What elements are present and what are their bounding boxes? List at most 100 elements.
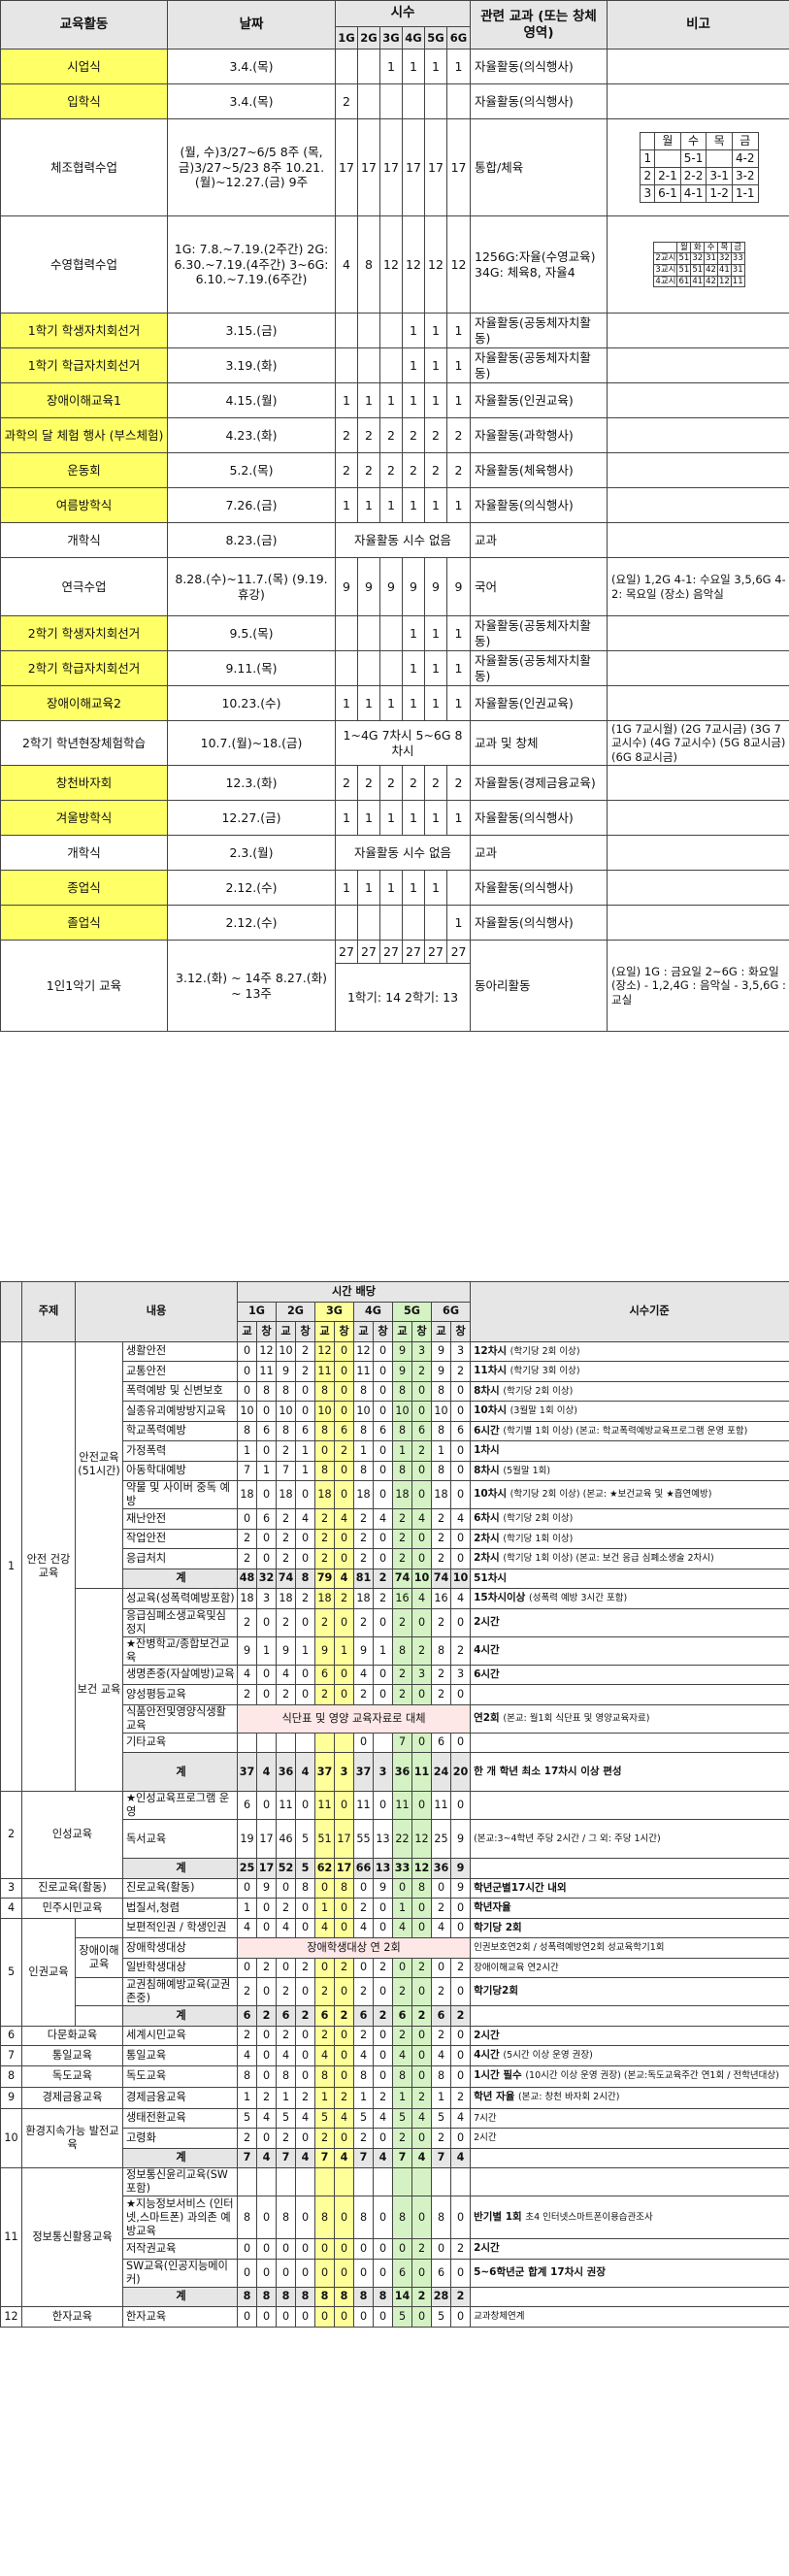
hours-cell: 17: [334, 1819, 354, 1859]
group-num: 7: [0, 2045, 22, 2066]
hours-cell: 0: [276, 2238, 296, 2260]
standard-main: 4시간: [474, 2049, 500, 2062]
hours-cell: 2: [353, 2128, 374, 2149]
hours-cell: 0: [373, 1664, 393, 1685]
hours-cell: 1: [431, 2086, 451, 2109]
event-note: [607, 347, 789, 383]
item-content: 한자교육: [122, 2306, 238, 2328]
standard-sub: (학기당 2회 이상): [503, 1513, 574, 1525]
hours-cell: 2: [237, 1528, 257, 1549]
header-gyo: 교: [392, 1321, 412, 1342]
hours-standard: [470, 1684, 789, 1705]
hours-cell: 11: [392, 1791, 412, 1820]
header-blank: [0, 1281, 22, 1342]
event-name: 2학기 학생자치회선거: [0, 615, 168, 651]
standard-sub: (10시간 이상 운영 권장) (본교:독도교육주간 연1회 / 전학년대상): [525, 2070, 779, 2082]
hours-cell: 0: [314, 1440, 335, 1462]
hours-cell: 9: [276, 1361, 296, 1382]
hours-cell: 1: [276, 2086, 296, 2109]
hours-cell: 0: [449, 1401, 472, 1422]
hours-cell: 2: [334, 1957, 354, 1978]
hours-cell: 4: [237, 2045, 257, 2066]
event-subject: 국어: [470, 557, 608, 616]
hours-cell: [314, 1732, 335, 1753]
hours-cell: 0: [314, 2258, 335, 2288]
event-name: 창천바자회: [0, 765, 168, 802]
mini-head-cell: 금: [731, 132, 759, 150]
event-name: 수영협력수업: [0, 215, 168, 314]
hours-cell: 10: [276, 1340, 296, 1362]
mini-schedule-table: 월 수 목 금 1 5-1 4-2 2 2-1 2-2 3-1 3-2 3 6-1 4-1 1-2 1-1: [640, 132, 759, 203]
hours-cell: 3: [411, 1340, 432, 1362]
item-content: 응급처치: [122, 1548, 238, 1569]
hours-cell: 10: [449, 1568, 472, 1589]
hours-cell: 0: [334, 1684, 354, 1705]
hours-cell: 0: [373, 2196, 393, 2239]
hours-cell: 0: [411, 2045, 432, 2066]
hours-standard: 반기별 1회 초4 인터넷스마트폰이용습관조사: [470, 2196, 789, 2239]
hours-cell: 2: [314, 1528, 335, 1549]
header-grade: 4G: [402, 25, 425, 50]
hours-cell: 4: [334, 1508, 354, 1530]
hours-cell: 0: [449, 1898, 472, 1919]
hours-cell: 1: [256, 1460, 277, 1481]
item-row: 8 독도교육 독도교육 8 0 8 0 8 0 8 0 8 0 8 0 1시간 필수 (10시간 이상 운영 …: [0, 2064, 789, 2088]
hours-cell: 0: [276, 2306, 296, 2328]
hours-cell: 2: [411, 1957, 432, 1978]
event-hours-cell: 1: [424, 49, 447, 84]
hours-cell: 8: [431, 1420, 451, 1441]
item-row: 응급심폐소생교육및심정지 2 0 2 0 2 0 2 0 2 0 2 0 2시간: [1, 1607, 789, 1637]
header-content: 내용: [75, 1281, 238, 1342]
hours-cell: [373, 1732, 393, 1753]
hours-cell: 17: [256, 1819, 277, 1859]
hours-cell: 6: [314, 1664, 335, 1685]
event-hours-cell: [379, 615, 403, 651]
event-name: 겨울방학식: [0, 800, 168, 837]
hours-cell: 4: [449, 1508, 472, 1530]
hours-cell: 20: [449, 1752, 472, 1792]
mini-cell: 4-1: [679, 184, 707, 203]
hours-cell: 0: [392, 1877, 412, 1899]
event-name: 1인1악기 교육: [0, 940, 168, 1033]
event-name: 장애이해교육2: [0, 685, 168, 721]
event-hours-cell: [379, 650, 403, 686]
hours-cell: 2: [392, 1548, 412, 1569]
hours-cell: 4: [449, 2107, 472, 2129]
mini-row: 4교시 61 41 42 12 11: [653, 275, 745, 288]
group-num: 11: [0, 2167, 22, 2307]
hours-cell: 2: [392, 2128, 412, 2149]
hours-cell: 0: [449, 1548, 472, 1569]
hours-cell: 4: [256, 2107, 277, 2129]
standard-sub: 인권보호연2회 / 성폭력예방연2회 성교육학기1회: [474, 1942, 665, 1954]
event-hours-cell: 1: [357, 685, 380, 721]
hours-cell: 1: [392, 1898, 412, 1919]
hours-cell: [295, 2167, 315, 2196]
mini-cell: 3교시: [653, 264, 678, 277]
hours-standard: [470, 1791, 789, 1820]
group-num: 12: [0, 2306, 22, 2328]
hours-cell: 2: [353, 1607, 374, 1637]
standard-main: 6차시: [474, 1512, 500, 1525]
group-label: 민주시민교육: [21, 1898, 123, 1919]
hours-standard: [470, 2286, 789, 2307]
total-row: 계 37 4 36 4 37 3 37 3 36 11 24 20 한 개 학년 최소 17차시 이상 편…: [1, 1752, 789, 1792]
hours-cell: [237, 1732, 257, 1753]
event-date: 12.3.(화): [167, 765, 336, 802]
standard-main: 한 개 학년 최소 17차시 이상 편성: [474, 1765, 622, 1777]
event-hours-cell: 1: [402, 487, 425, 523]
event-hours-cell: 2: [402, 452, 425, 488]
event-note: 월 화 수 목 금 2교시 51 32 31 32 33 3교시 51 51 42 41 31 4교시 61 41 42…: [607, 215, 789, 314]
standard-sub: 장애이해교육 연2시간: [474, 1962, 559, 1973]
item-content: ★지능정보서비스 (인터넷,스마트폰) 과의존 예방교육: [122, 2196, 238, 2239]
hours-cell: 25: [431, 1819, 451, 1859]
hours-cell: 2: [373, 1568, 393, 1589]
hours-cell: [276, 1732, 296, 1753]
hours-cell: 16: [392, 1588, 412, 1609]
hours-cell: 0: [334, 1401, 354, 1422]
hours-cell: 0: [373, 1361, 393, 1382]
standard-main: 학년 자율: [474, 2091, 515, 2103]
event-hours-cell: 17: [357, 118, 380, 216]
item-content: 독도교육: [122, 2064, 238, 2088]
event-name: 1학기 학생자치회선거: [0, 313, 168, 348]
